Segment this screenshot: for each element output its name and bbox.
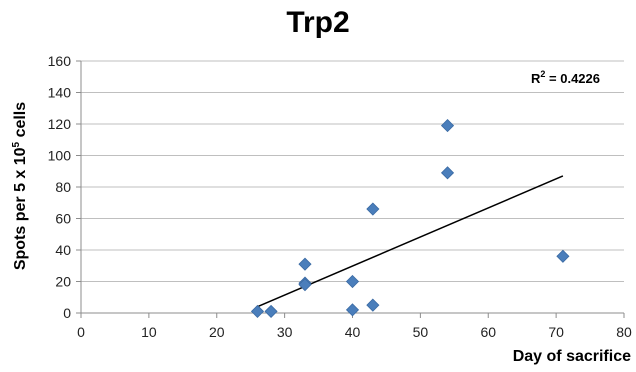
data-points xyxy=(250,119,570,318)
x-tick-labels: 0 10 20 30 40 50 60 70 80 xyxy=(77,324,632,340)
x-tick-label-40: 40 xyxy=(345,324,361,340)
x-tick-label-10: 10 xyxy=(141,324,157,340)
y-tick-labels: 0 20 40 60 80 100 120 140 160 xyxy=(48,53,72,321)
data-point-9 xyxy=(440,119,455,133)
y-tick-label-160: 160 xyxy=(48,53,72,69)
x-tick-label-20: 20 xyxy=(209,324,225,340)
x-tick-label-70: 70 xyxy=(548,324,564,340)
y-tick-label-20: 20 xyxy=(55,274,71,290)
grid-lines xyxy=(81,60,624,282)
data-point-8 xyxy=(366,298,380,312)
data-point-6 xyxy=(345,303,360,317)
data-point-7 xyxy=(366,202,380,216)
x-tick-label-50: 50 xyxy=(413,324,429,340)
x-tick-label-0: 0 xyxy=(77,324,85,340)
data-point-4 xyxy=(298,278,312,292)
y-tick-label-0: 0 xyxy=(63,305,71,321)
x-tick-label-30: 30 xyxy=(277,324,293,340)
y-tick-label-140: 140 xyxy=(48,85,72,101)
y-axis-title: Spots per 5 x 105 cells xyxy=(11,102,29,270)
x-tick-label-80: 80 xyxy=(616,324,632,340)
y-tick-label-60: 60 xyxy=(55,211,71,227)
data-point-10 xyxy=(440,166,455,180)
data-point-11 xyxy=(556,249,570,263)
data-point-1 xyxy=(264,304,278,318)
x-tick-label-60: 60 xyxy=(480,324,496,340)
data-point-0 xyxy=(250,304,265,318)
data-point-2 xyxy=(298,257,312,271)
chart-title: Trp2 xyxy=(286,6,350,39)
r-squared-label: R2 = 0.4226 xyxy=(531,69,600,86)
y-tick-label-120: 120 xyxy=(48,116,72,132)
x-axis-title: Day of sacrifice xyxy=(513,348,631,365)
y-tick-label-40: 40 xyxy=(55,242,71,258)
y-tick-label-100: 100 xyxy=(48,148,72,164)
data-point-5 xyxy=(345,274,360,289)
y-tick-label-80: 80 xyxy=(55,179,71,195)
